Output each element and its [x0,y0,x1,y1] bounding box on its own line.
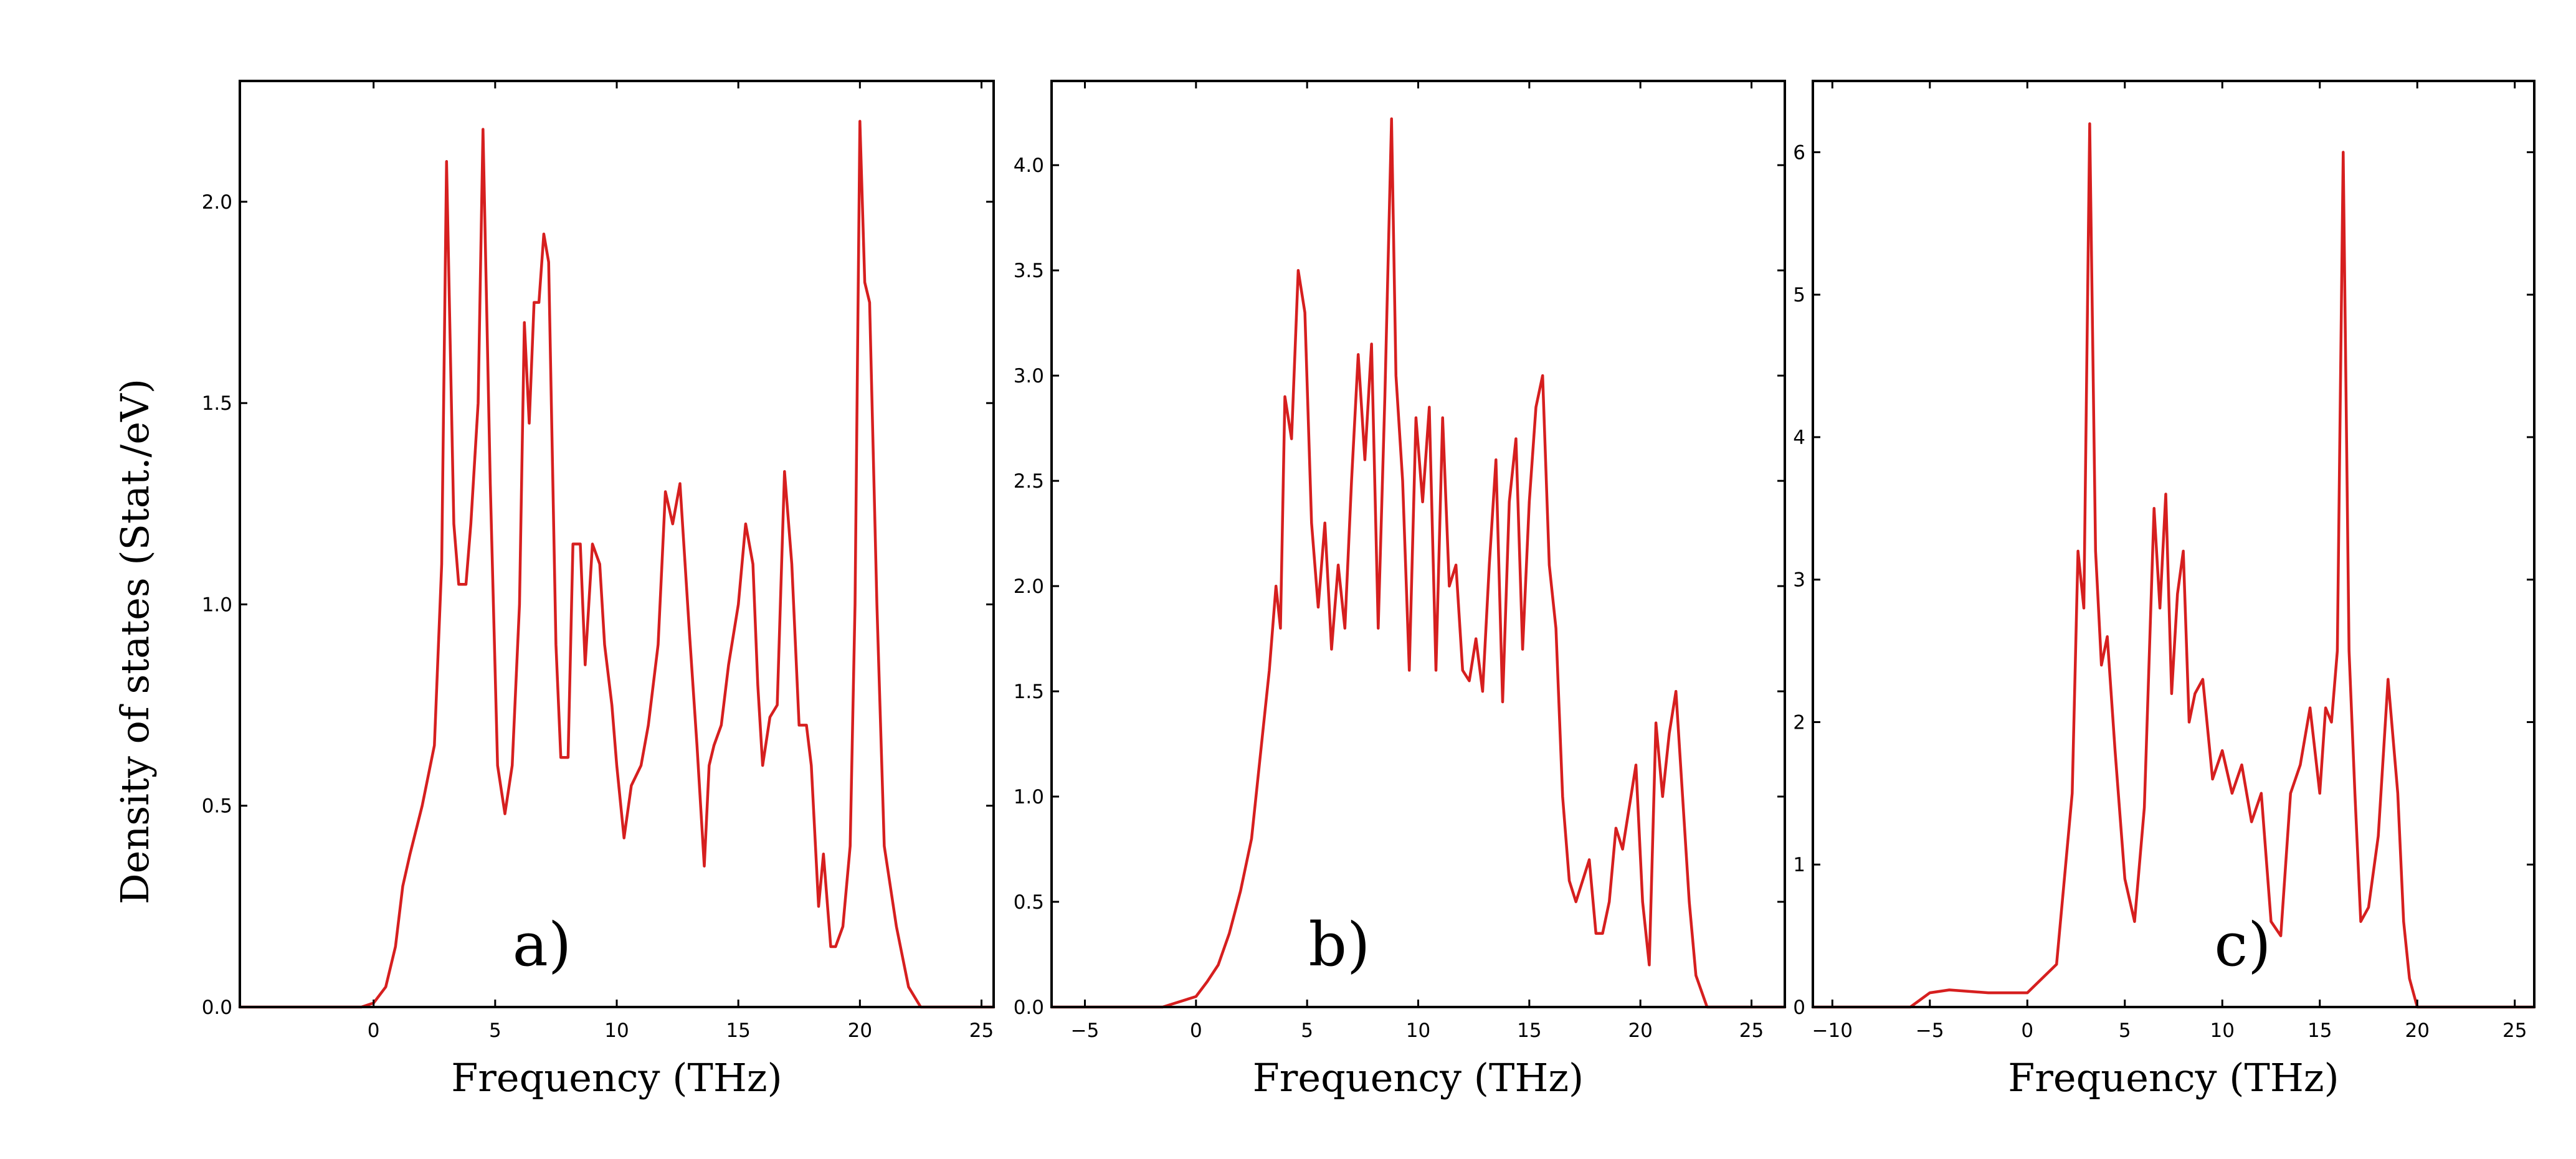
x-tick-label: 10 [604,1019,629,1042]
panel-c: −10 −5 0 5 10 15 20 25 0 1 2 3 4 5 6 Frequency (THz) c) [1793,80,2536,1100]
y-tick-label: 6 [1793,141,1805,164]
y-tick-label: 0 [1793,996,1805,1019]
y-tick-label: 0.5 [1014,891,1044,914]
panel-label: a) [513,910,572,980]
panel-label: b) [1309,910,1371,980]
x-tick-label: 0 [2021,1019,2033,1042]
x-tick-label: 0 [368,1019,380,1042]
x-tick-label: 25 [2502,1019,2527,1042]
x-tick-label: 20 [1628,1019,1652,1042]
x-tick-label: −5 [1071,1019,1100,1042]
x-tick-label: 15 [1517,1019,1541,1042]
y-tick-label: 0.5 [202,795,232,818]
y-tick-label: 1 [1793,854,1805,876]
y-tick-label: 3 [1793,569,1805,592]
y-tick-label: 5 [1793,284,1805,306]
y-tick-label: 0.0 [202,996,232,1019]
x-axis-title: Frequency (THz) [1253,1055,1584,1100]
x-tick-label: 25 [1739,1019,1764,1042]
y-tick-label: 1.0 [202,594,232,616]
y-tick-label: 3.5 [1014,260,1044,282]
y-tick-label: 2.5 [1014,470,1044,493]
series-line [1811,122,2536,1009]
y-tick-label: 2.0 [1014,575,1044,598]
x-tick-label: 5 [489,1019,501,1042]
x-tick-label: 15 [2307,1019,2332,1042]
y-tick-label: 3.0 [1014,365,1044,387]
x-tick-label: 25 [969,1019,994,1042]
x-tick-label: 10 [2210,1019,2235,1042]
x-tick-label: 15 [726,1019,750,1042]
x-tick-label: 10 [1406,1019,1430,1042]
x-tick-label: 20 [2405,1019,2429,1042]
plot-frame [1050,80,1786,1008]
series-line [1050,117,1787,1009]
y-tick-label: 4.0 [1014,154,1044,177]
y-tick-label: 1.5 [202,392,232,415]
panel-b: −5 0 5 10 15 20 25 0.0 0.5 1.0 1.5 2.0 2.5 3.0 3.5 4.0 F… [1014,80,1787,1100]
panel-label: c) [2214,910,2271,980]
plot-frame [239,80,995,1008]
x-axis-title: Frequency (THz) [2008,1055,2339,1100]
series-line [238,120,996,1009]
plot-frame [1812,80,2536,1008]
y-axis-title: Density of states (Stat./eV) [112,379,158,904]
y-tick-label: 4 [1793,427,1805,449]
x-tick-label: 0 [1190,1019,1202,1042]
x-tick-label: 5 [2119,1019,2131,1042]
y-tick-label: 2.0 [202,191,232,214]
y-tick-label: 2 [1793,711,1805,734]
x-tick-label: 5 [1301,1019,1313,1042]
y-tick-label: 1.0 [1014,786,1044,808]
x-tick-label: −10 [1812,1019,1853,1042]
x-tick-label: −5 [1916,1019,1944,1042]
x-tick-label: 20 [848,1019,872,1042]
y-tick-label: 0.0 [1014,996,1044,1019]
panel-a: 0 5 10 15 20 25 0.0 0.5 1.0 1.5 2.0 Frequency (THz)… [202,80,996,1100]
y-tick-label: 1.5 [1014,681,1044,703]
x-axis-title: Frequency (THz) [451,1055,782,1100]
